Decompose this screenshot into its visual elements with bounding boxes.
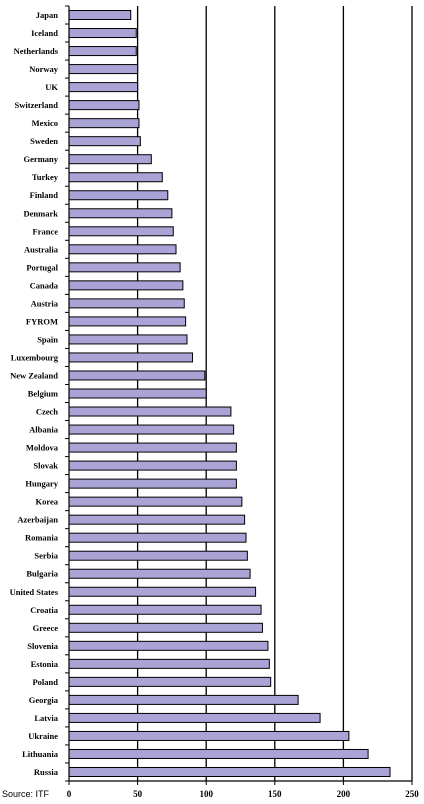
category-label: Hungary [25, 479, 58, 489]
category-label: Spain [37, 334, 58, 344]
category-label: Azerbaijan [17, 515, 58, 525]
category-label: Japan [36, 10, 58, 20]
bar-bulgaria [68, 568, 251, 579]
bar-portugal [68, 262, 181, 273]
bar-switzerland [68, 100, 140, 111]
category-label: Lithuania [22, 749, 59, 759]
category-label: Estonia [31, 659, 59, 669]
category-label: Bulgaria [26, 569, 58, 579]
category-label: Albania [29, 425, 59, 435]
bar-moldova [68, 442, 237, 453]
bar-mexico [68, 118, 140, 129]
category-label: New Zealand [10, 370, 58, 380]
bar-latvia [68, 712, 321, 723]
bar-czech [68, 406, 232, 417]
bar-belgium [68, 388, 207, 399]
category-label: Romania [25, 533, 59, 543]
category-label: Russia [34, 767, 59, 777]
x-tick-label: 0 [67, 789, 72, 799]
bar-slovenia [68, 640, 269, 651]
bar-hungary [68, 478, 237, 489]
bar-new-zealand [68, 370, 206, 381]
category-label: Turkey [32, 172, 59, 182]
category-label: Ukraine [28, 731, 58, 741]
bar-azerbaijan [68, 514, 246, 525]
category-label: Korea [35, 497, 58, 507]
x-tick-label: 100 [199, 789, 213, 799]
bar-austria [68, 298, 185, 309]
bar-sweden [68, 136, 141, 147]
category-label: Sweden [30, 136, 58, 146]
bar-fyrom [68, 316, 187, 327]
category-label: Iceland [31, 28, 58, 38]
bar-lithuania [68, 748, 369, 759]
category-label: Croatia [30, 605, 58, 615]
bar-spain [68, 334, 188, 345]
category-label: Australia [24, 244, 59, 254]
category-label: Germany [24, 154, 59, 164]
category-label: UK [45, 82, 58, 92]
bar-uk [68, 82, 139, 93]
category-label: Moldova [26, 443, 59, 453]
category-label: Switzerland [15, 100, 59, 110]
category-label: Czech [36, 407, 58, 417]
bars [68, 10, 391, 777]
category-label: Norway [29, 64, 59, 74]
bar-korea [68, 496, 243, 507]
category-label: France [33, 226, 59, 236]
bar-iceland [68, 28, 137, 39]
bar-greece [68, 622, 263, 633]
category-label: Finland [30, 190, 59, 200]
category-label: Greece [33, 623, 59, 633]
bar-denmark [68, 208, 173, 219]
bar-romania [68, 532, 247, 543]
category-label: Slovak [33, 461, 58, 471]
bar-canada [68, 280, 184, 291]
bar-france [68, 226, 174, 237]
bar-luxembourg [68, 352, 193, 363]
tick-labels: 0 50 100 150 200 250 [67, 789, 420, 799]
category-label: Portugal [26, 262, 58, 272]
bar-croatia [68, 604, 262, 615]
bar-finland [68, 190, 169, 201]
category-label: Canada [30, 280, 59, 290]
gridlines [136, 6, 413, 781]
category-label: Belgium [28, 389, 58, 399]
bar-slovak [68, 460, 237, 471]
x-tick-label: 200 [337, 789, 351, 799]
bar-turkey [68, 172, 163, 183]
bar-ukraine [68, 730, 350, 741]
bar-serbia [68, 550, 248, 561]
category-label: Luxembourg [11, 352, 59, 362]
bar-norway [68, 64, 139, 75]
bar-germany [68, 154, 152, 165]
bar-japan [68, 10, 132, 21]
axes [65, 5, 413, 785]
bar-russia [68, 766, 391, 777]
bar-australia [68, 244, 177, 255]
category-label: Serbia [34, 551, 58, 561]
category-label: Netherlands [14, 46, 59, 56]
x-tick-label: 150 [268, 789, 282, 799]
x-tick-label: 250 [405, 789, 419, 799]
category-label: Latvia [34, 713, 58, 723]
source-note: Source: ITF [2, 789, 50, 799]
category-label: Mexico [32, 118, 58, 128]
bar-netherlands [68, 46, 137, 57]
category-label: Slovenia [27, 641, 58, 651]
category-label: Austria [31, 298, 59, 308]
category-label: Denmark [24, 208, 59, 218]
bar-poland [68, 676, 272, 687]
bar-albania [68, 424, 235, 435]
bar-georgia [68, 694, 299, 705]
category-label: United States [10, 587, 59, 597]
category-label: Poland [32, 677, 58, 687]
x-tick-label: 50 [133, 789, 143, 799]
category-label: Georgia [29, 695, 59, 705]
bar-united-states [68, 586, 257, 597]
bar-estonia [68, 658, 270, 669]
category-labels: Japan Iceland Netherlands Norway UK Switzerla… [10, 10, 59, 777]
category-label: FYROM [26, 316, 58, 326]
